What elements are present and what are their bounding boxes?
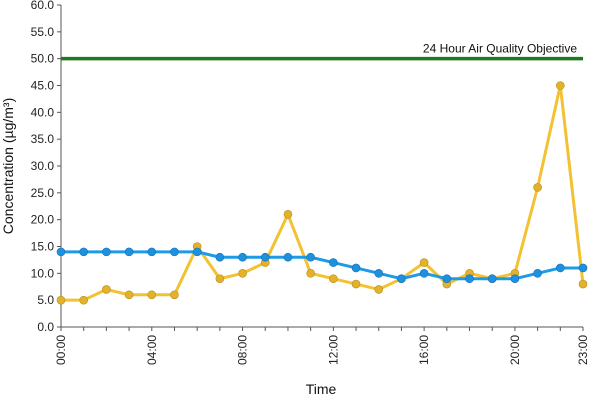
series-1-point xyxy=(238,269,247,278)
series-2-point xyxy=(238,252,247,262)
series-2-point xyxy=(487,274,497,284)
series-2-point xyxy=(397,274,406,284)
series-1-point xyxy=(533,183,542,192)
y-tick-label: 0.0 xyxy=(37,320,54,334)
reference-line-label: 24 Hour Air Quality Objective xyxy=(423,42,577,56)
x-tick-label: 12:00 xyxy=(326,335,340,365)
series-2-point xyxy=(578,263,588,273)
series-1-point xyxy=(56,295,66,305)
y-axis-title: Concentration (µg/m³) xyxy=(0,98,16,234)
x-tick-label: 08:00 xyxy=(236,335,250,365)
y-tick-label: 5.0 xyxy=(37,293,54,307)
x-tick-label: 20:00 xyxy=(508,335,522,365)
series-1-point xyxy=(215,274,225,284)
series-2-point xyxy=(374,269,384,278)
series-1-point xyxy=(147,290,157,300)
series-1-point xyxy=(283,210,293,219)
x-tick-label: 23:00 xyxy=(576,335,590,365)
y-tick-label: 50.0 xyxy=(31,52,55,66)
series-2-point xyxy=(465,274,474,284)
y-tick-label: 15.0 xyxy=(31,240,55,254)
series-2-point xyxy=(102,247,111,257)
y-tick-label: 35.0 xyxy=(31,132,55,146)
y-tick-label: 45.0 xyxy=(31,79,55,93)
series-2-point xyxy=(56,247,66,257)
x-axis-title: Time xyxy=(306,381,337,397)
series-1-point xyxy=(124,290,134,300)
series-1-line xyxy=(61,84,585,302)
series-2-point xyxy=(419,269,429,278)
series-1-point xyxy=(578,279,588,289)
y-tick-label: 30.0 xyxy=(31,159,55,173)
x-tick-label: 00:00 xyxy=(54,335,68,365)
series-2-point xyxy=(329,258,338,267)
x-tick-label: 04:00 xyxy=(145,335,159,365)
series-2-point xyxy=(215,252,225,262)
series-2-point xyxy=(79,247,88,257)
series-1-point xyxy=(170,290,179,300)
series-1-point xyxy=(102,285,111,294)
series-2-point xyxy=(192,247,202,257)
series-2-point xyxy=(533,269,542,278)
y-tick-label: 60.0 xyxy=(31,0,55,12)
reference-line-group: 24 Hour Air Quality Objective xyxy=(61,42,583,61)
series-2-point xyxy=(306,252,315,262)
series-1-point xyxy=(306,269,315,278)
series-2-point xyxy=(124,247,134,257)
series-1-point xyxy=(419,258,429,267)
series-1-point xyxy=(351,279,361,289)
y-tick-label: 25.0 xyxy=(31,186,55,200)
y-tick-label: 40.0 xyxy=(31,105,55,119)
series-2-point xyxy=(283,252,293,262)
series-1-point xyxy=(374,285,384,294)
series-2-point xyxy=(442,274,452,284)
series-2-point xyxy=(351,263,361,273)
series-1-point xyxy=(329,274,338,284)
series-2-point xyxy=(170,247,179,257)
series-2-point xyxy=(147,247,157,257)
series-1-point xyxy=(556,81,565,90)
series-2-point xyxy=(510,274,520,284)
series-2-point xyxy=(556,263,565,273)
axes: 0.0 5.0 10.0 15.0 20.0 25.0 30.0 35.0 40.0 45.0 50… xyxy=(31,0,590,365)
y-tick-label: 20.0 xyxy=(31,213,55,227)
x-tick-label: 16:00 xyxy=(417,335,431,365)
series-2-point xyxy=(260,252,270,262)
y-tick-label: 10.0 xyxy=(31,266,55,280)
series-1-point xyxy=(79,295,88,305)
y-tick-label: 55.0 xyxy=(31,25,55,39)
series-group xyxy=(56,81,588,305)
